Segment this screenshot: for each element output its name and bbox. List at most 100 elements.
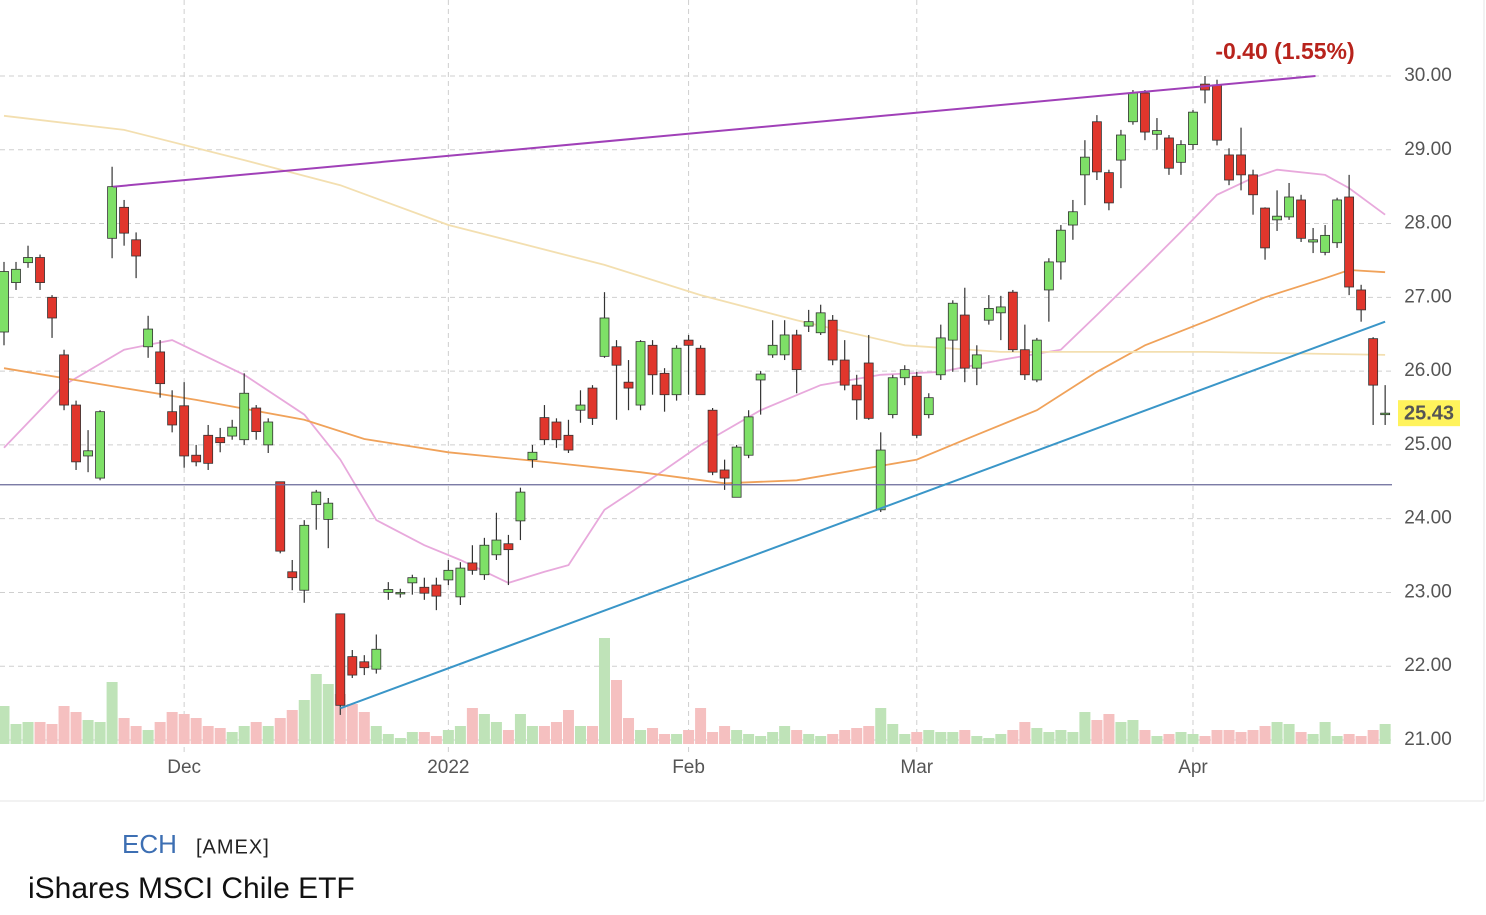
volume-bar — [418, 732, 430, 744]
trendline — [339, 320, 1386, 710]
candle-body — [623, 381, 634, 389]
volume-bar — [707, 732, 719, 744]
candle-body — [539, 417, 550, 441]
candle-body — [791, 334, 802, 371]
volume-bar — [394, 738, 406, 744]
candle-body — [1212, 84, 1222, 141]
volume-bar — [550, 722, 562, 744]
volume-bar — [719, 726, 731, 744]
x-tick-label: 2022 — [427, 757, 469, 778]
candle-body — [155, 351, 166, 385]
exchange: [AMEX] — [196, 836, 270, 858]
volume-bar — [743, 734, 755, 744]
volume-bar — [118, 718, 130, 744]
candle-body — [431, 584, 442, 597]
candles — [0, 76, 1391, 715]
volume-bar — [142, 730, 154, 744]
volume-bar — [1199, 736, 1211, 744]
candle-body — [119, 206, 129, 234]
volume-bar — [1007, 730, 1019, 744]
volume-bar — [34, 722, 46, 744]
change-annotation: -0.40 (1.55%) — [1215, 38, 1354, 64]
volume-bar — [1175, 732, 1187, 744]
candle-body — [707, 409, 718, 473]
candle-body — [587, 387, 598, 419]
candle-body — [1007, 291, 1018, 351]
volume-bar — [1055, 730, 1067, 744]
candle-body — [1019, 349, 1030, 376]
trendlines — [0, 75, 1392, 710]
candle-body — [1164, 137, 1174, 169]
candle-body — [1176, 144, 1186, 163]
volume-bar — [827, 734, 839, 744]
volume-bar — [430, 736, 442, 744]
trendline — [113, 75, 1316, 188]
volume-bar — [286, 710, 298, 744]
candle-body — [35, 257, 45, 283]
volume-bar — [190, 718, 202, 744]
volume-bar — [971, 736, 983, 744]
x-tick-label: Dec — [167, 757, 201, 778]
candle-body — [359, 661, 370, 669]
volume-bar — [923, 730, 935, 744]
candle-body — [935, 337, 946, 376]
volume-bar — [1259, 726, 1271, 744]
candle-body — [923, 397, 934, 416]
volume-bar — [1307, 734, 1319, 744]
candle-body — [983, 307, 994, 321]
candle-body — [131, 239, 142, 257]
candle-body — [551, 421, 562, 441]
candle-body — [263, 421, 274, 446]
candle-body — [719, 469, 730, 479]
volume-bar — [1139, 730, 1151, 744]
candle-body — [959, 314, 970, 369]
volume-bar — [1163, 734, 1175, 744]
candle-body — [47, 296, 57, 319]
volume-bar — [1355, 736, 1367, 744]
volume-bar — [1247, 730, 1259, 744]
x-tick-label: Apr — [1178, 757, 1208, 778]
candle-body — [203, 434, 214, 464]
y-tick-label: 27.00 — [1404, 286, 1452, 307]
candle-body — [1128, 92, 1138, 123]
volume-bar — [82, 720, 94, 744]
volume-bar — [947, 732, 959, 744]
volume-bar — [10, 724, 22, 744]
volume-bar — [1283, 724, 1295, 744]
volume-bar — [791, 730, 803, 744]
candle-body — [1356, 289, 1367, 311]
volume-bar — [851, 728, 863, 744]
volume-bar — [1043, 732, 1055, 744]
volume-bar — [586, 726, 598, 744]
volume-bar — [1079, 712, 1091, 744]
volume-bar — [911, 732, 923, 744]
y-tick-label: 23.00 — [1404, 581, 1452, 602]
volume-bar — [406, 732, 418, 744]
candle-body — [851, 384, 862, 401]
candle-body — [323, 502, 334, 520]
candle-body — [71, 404, 81, 463]
volume-bar — [647, 728, 659, 744]
last-price-tag — [1398, 400, 1460, 427]
labels: 21.00 22.00 23.00 24.00 25.00 26.00 27.00 28.00… — [167, 65, 1460, 778]
candle-body — [1332, 199, 1343, 244]
candle-body — [1116, 134, 1126, 161]
candle-body — [515, 491, 526, 522]
candle-body — [191, 454, 202, 463]
volume-bar — [574, 726, 586, 744]
volume-bar — [310, 674, 322, 744]
candle-body — [1031, 339, 1042, 381]
candle-body — [671, 347, 682, 396]
volume-bar — [1115, 722, 1127, 744]
volume-bar — [322, 684, 334, 744]
moving-averages — [3, 114, 1386, 584]
volume-bar — [803, 734, 815, 744]
symbol[interactable]: ECH — [122, 829, 177, 859]
volume-bar — [1151, 736, 1163, 744]
candle-body — [971, 354, 982, 369]
volume-bar — [839, 730, 851, 744]
y-tick-label: 26.00 — [1404, 360, 1452, 381]
candle-body — [419, 586, 430, 594]
candle-body — [731, 446, 742, 498]
